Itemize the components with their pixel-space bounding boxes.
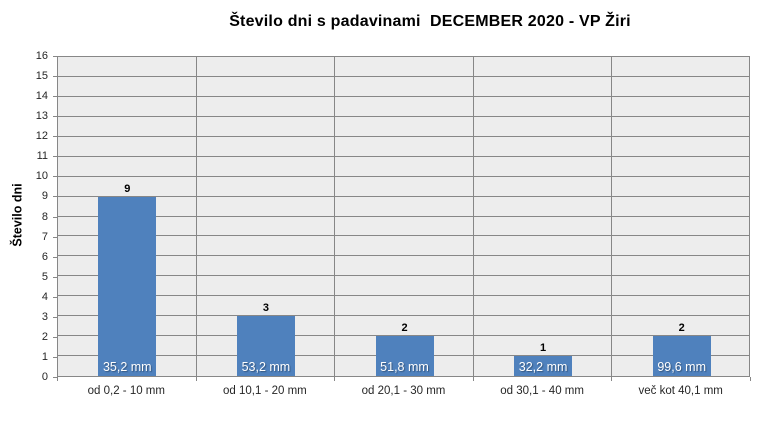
y-tick-label: 1 (41, 350, 48, 363)
bar-slot: 9 35,2 mm (98, 57, 157, 376)
gridline-vertical (334, 57, 336, 376)
y-tick-label: 7 (41, 230, 48, 243)
gridline-horizontal (58, 295, 749, 297)
bar-value-label: 2 (401, 322, 408, 335)
chart-title: Število dni s padavinami DECEMBER 2020 -… (229, 13, 631, 30)
y-tick-mark (53, 356, 57, 358)
y-tick-mark (53, 336, 57, 338)
gridline-horizontal (58, 275, 749, 277)
gridline-horizontal (58, 115, 749, 117)
y-tick-mark (53, 156, 57, 158)
bar: 9 35,2 mm (98, 183, 157, 376)
y-tick-label: 15 (35, 70, 48, 83)
y-tick-label: 2 (41, 330, 48, 343)
gridline-horizontal (58, 235, 749, 237)
bar-slot: 1 32,2 mm (514, 57, 573, 376)
x-category-label: od 10,1 - 20 mm (223, 385, 307, 397)
gridline-horizontal (58, 135, 749, 137)
gridline-horizontal (58, 335, 749, 337)
y-tick-mark (53, 56, 57, 57)
bar-value-label: 2 (678, 322, 685, 335)
bar: 1 32,2 mm (514, 342, 573, 376)
y-tick-label: 6 (41, 250, 48, 263)
y-tick-mark (53, 377, 57, 378)
y-tick-mark (53, 196, 57, 198)
y-tick-label: 8 (41, 210, 48, 223)
bar-mm-label: 32,2 mm (518, 360, 568, 374)
bar-slot: 2 99,6 mm (652, 57, 711, 376)
x-tick-mark (472, 377, 474, 381)
plot-area: 9 35,2 mm 3 53,2 mm 2 51,8 mm 1 32,2 mm 2 99,6 mm (57, 56, 750, 377)
gridline-horizontal (58, 175, 749, 177)
bar-mm-label: 51,8 mm (380, 360, 429, 374)
y-tick-mark (53, 76, 57, 78)
y-tick-mark (53, 316, 57, 318)
gridline-horizontal (58, 215, 749, 217)
bar: 2 51,8 mm (375, 322, 434, 376)
gridline-horizontal (58, 195, 749, 197)
x-category-label: več kot 40,1 mm (638, 385, 723, 397)
bar-value-label: 1 (540, 342, 547, 355)
bar-value-label: 9 (124, 182, 131, 195)
x-tick-mark (195, 377, 197, 381)
x-tick-mark (611, 377, 613, 381)
y-tick-mark (53, 216, 57, 218)
y-tick-mark (53, 296, 57, 298)
y-tick-mark (53, 116, 57, 118)
bar-mm-label: 99,6 mm (657, 360, 706, 374)
y-tick-label: 3 (41, 310, 48, 323)
y-tick-mark (53, 276, 57, 278)
y-tick-label: 4 (41, 290, 48, 303)
y-tick-label: 14 (35, 90, 48, 103)
y-tick-mark (53, 236, 57, 238)
gridline-horizontal (58, 155, 749, 157)
bar-slot: 2 51,8 mm (375, 57, 434, 376)
y-tick-label: 5 (41, 270, 48, 283)
gridline-horizontal (58, 75, 749, 77)
x-category-label: od 0,2 - 10 mm (87, 385, 165, 397)
x-tick-mark (750, 377, 751, 381)
gridline-horizontal (58, 255, 749, 257)
x-category-label: od 30,1 - 40 mm (500, 385, 584, 397)
gridline-vertical (196, 57, 198, 376)
y-tick-mark (53, 136, 57, 138)
bar: 2 99,6 mm (652, 322, 711, 376)
bar-slot: 3 53,2 mm (236, 57, 295, 376)
y-tick-mark (53, 176, 57, 178)
y-tick-mark (53, 96, 57, 98)
gridline-vertical (472, 57, 474, 376)
y-tick-label: 10 (35, 170, 48, 183)
y-tick-mark (53, 256, 57, 258)
y-tick-label: 0 (41, 371, 48, 383)
gridline-horizontal (58, 95, 749, 97)
x-tick-mark (57, 377, 58, 381)
y-tick-label: 12 (35, 130, 48, 143)
y-tick-label: 11 (36, 150, 48, 163)
bar: 3 53,2 mm (236, 302, 295, 376)
bar-mm-label: 35,2 mm (102, 360, 152, 374)
y-tick-label: 9 (41, 190, 48, 203)
y-tick-label: 16 (35, 50, 48, 62)
bar-mm-label: 53,2 mm (241, 360, 291, 374)
bar-value-label: 3 (262, 302, 269, 315)
y-tick-label: 13 (35, 110, 48, 123)
gridline-vertical (610, 57, 612, 376)
x-category-label: od 20,1 - 30 mm (361, 385, 446, 397)
gridline-horizontal (58, 315, 749, 317)
x-tick-mark (334, 377, 336, 381)
